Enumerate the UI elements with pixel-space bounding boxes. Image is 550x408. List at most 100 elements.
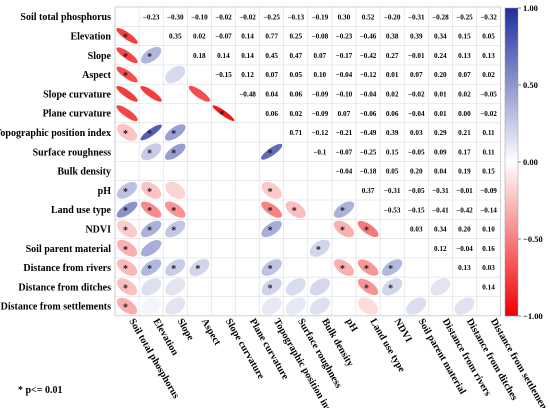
ellipse-mark (141, 278, 162, 296)
correlation-value: 0.27 (386, 52, 399, 60)
correlation-value: 0.02 (289, 110, 302, 118)
significance-star: * (123, 303, 128, 314)
correlation-value: 0.02 (458, 90, 471, 98)
ellipse-mark (285, 297, 306, 315)
significance-star: * (171, 206, 176, 217)
correlation-value: −0.02 (408, 90, 425, 98)
ellipse-mark (165, 259, 186, 277)
column-label: Aspect (199, 317, 223, 348)
ellipse-mark (309, 297, 330, 315)
ellipse-mark (116, 105, 138, 122)
significance-star: * (147, 264, 152, 275)
ellipse-mark (188, 85, 210, 102)
ellipse-mark (261, 181, 282, 199)
correlation-value: −0.14 (480, 206, 497, 214)
significance-star: * (123, 283, 128, 294)
correlation-value: 0.34 (434, 226, 447, 234)
significance-star: * (340, 206, 345, 217)
ellipse-mark (333, 220, 355, 238)
correlation-value: 0.07 (410, 71, 423, 79)
correlation-value: −0.12 (360, 71, 377, 79)
correlation-value: −0.04 (336, 168, 353, 176)
correlation-value: 0.04 (265, 90, 278, 98)
correlation-value: 0.15 (458, 33, 471, 41)
correlation-ellipse: * (116, 239, 138, 257)
correlation-value: −0.21 (336, 129, 353, 137)
ellipse-mark (261, 220, 282, 238)
correlation-ellipse: * (164, 124, 186, 141)
correlation-value: 0.06 (289, 90, 302, 98)
correlation-value: −0.49 (360, 129, 377, 137)
ellipse-mark (116, 220, 138, 238)
correlation-value: 0.34 (434, 33, 447, 41)
ellipse-mark (261, 278, 282, 296)
ellipse-mark (261, 259, 282, 276)
significance-star: * (147, 206, 152, 217)
correlation-ellipse (285, 278, 306, 296)
significance-star: * (123, 206, 128, 217)
correlation-value: −0.02 (215, 13, 232, 21)
significance-star: * (364, 225, 369, 236)
correlation-value: −0.53 (384, 206, 401, 214)
ellipse-mark (116, 123, 138, 141)
correlation-value: −0.31 (384, 187, 401, 195)
correlation-ellipse: * (140, 259, 162, 276)
significance-star: * (340, 264, 345, 275)
ellipse-mark (116, 181, 138, 199)
correlation-value: −0.13 (287, 13, 304, 21)
correlation-ellipse: * (333, 259, 355, 276)
ellipse-mark (430, 278, 451, 296)
ellipse-mark (454, 297, 475, 315)
correlation-ellipse (261, 297, 282, 315)
correlation-value: −0.10 (191, 13, 208, 21)
ellipse-mark (141, 181, 162, 199)
significance-star: * (268, 225, 273, 236)
ellipse-mark (357, 220, 379, 238)
ellipse-mark (141, 143, 162, 161)
significance-star: * (268, 283, 273, 294)
ellipse-mark (358, 297, 379, 315)
correlation-value: 0.10 (314, 71, 327, 79)
column-label: NDVI (392, 317, 414, 345)
correlation-ellipse: * (116, 278, 138, 296)
correlation-value: 0.35 (169, 33, 182, 41)
correlation-value: 0.13 (458, 264, 471, 272)
significance-star: * (123, 52, 128, 63)
ellipse-mark (357, 259, 379, 276)
correlation-ellipse: * (309, 239, 330, 257)
correlation-value: 0.02 (386, 90, 399, 98)
correlation-value: 0.14 (217, 52, 230, 60)
correlation-value: 0.03 (410, 129, 423, 137)
row-label: Topographic position index (0, 128, 111, 139)
correlation-value: 0.03 (482, 264, 495, 272)
ellipse-mark (381, 259, 403, 276)
ellipse-mark (116, 85, 138, 102)
correlation-value: −0.19 (312, 13, 329, 21)
correlation-value: −0.30 (167, 13, 184, 21)
correlation-ellipse: * (261, 278, 282, 296)
correlation-ellipse: * (261, 259, 282, 276)
correlation-value: −0.07 (215, 33, 232, 41)
correlation-ellipse: * (357, 278, 379, 296)
row-label: Distance from settlements (1, 302, 111, 313)
correlation-value: 0.29 (434, 129, 447, 137)
correlation-value: −0.04 (360, 90, 377, 98)
significance-star: * (123, 245, 128, 256)
correlation-ellipse: * (261, 181, 282, 199)
correlation-value: 0.07 (314, 52, 327, 60)
correlation-value: −0.04 (336, 71, 353, 79)
significance-footnote: * p<= 0.01 (18, 385, 62, 396)
correlation-ellipse: * (165, 220, 186, 238)
correlation-ellipse: * (140, 124, 162, 141)
row-label: Plane curvature (43, 109, 112, 120)
ellipse-mark (140, 220, 162, 238)
ellipse-mark (309, 278, 330, 296)
correlation-ellipse (165, 181, 186, 199)
significance-star: * (268, 187, 273, 198)
correlation-value: 0.19 (458, 168, 471, 176)
correlation-ellipse: * (164, 143, 186, 160)
ellipse-mark (261, 143, 283, 160)
correlation-ellipse: * (382, 278, 403, 296)
correlation-value: −0.12 (312, 129, 329, 137)
